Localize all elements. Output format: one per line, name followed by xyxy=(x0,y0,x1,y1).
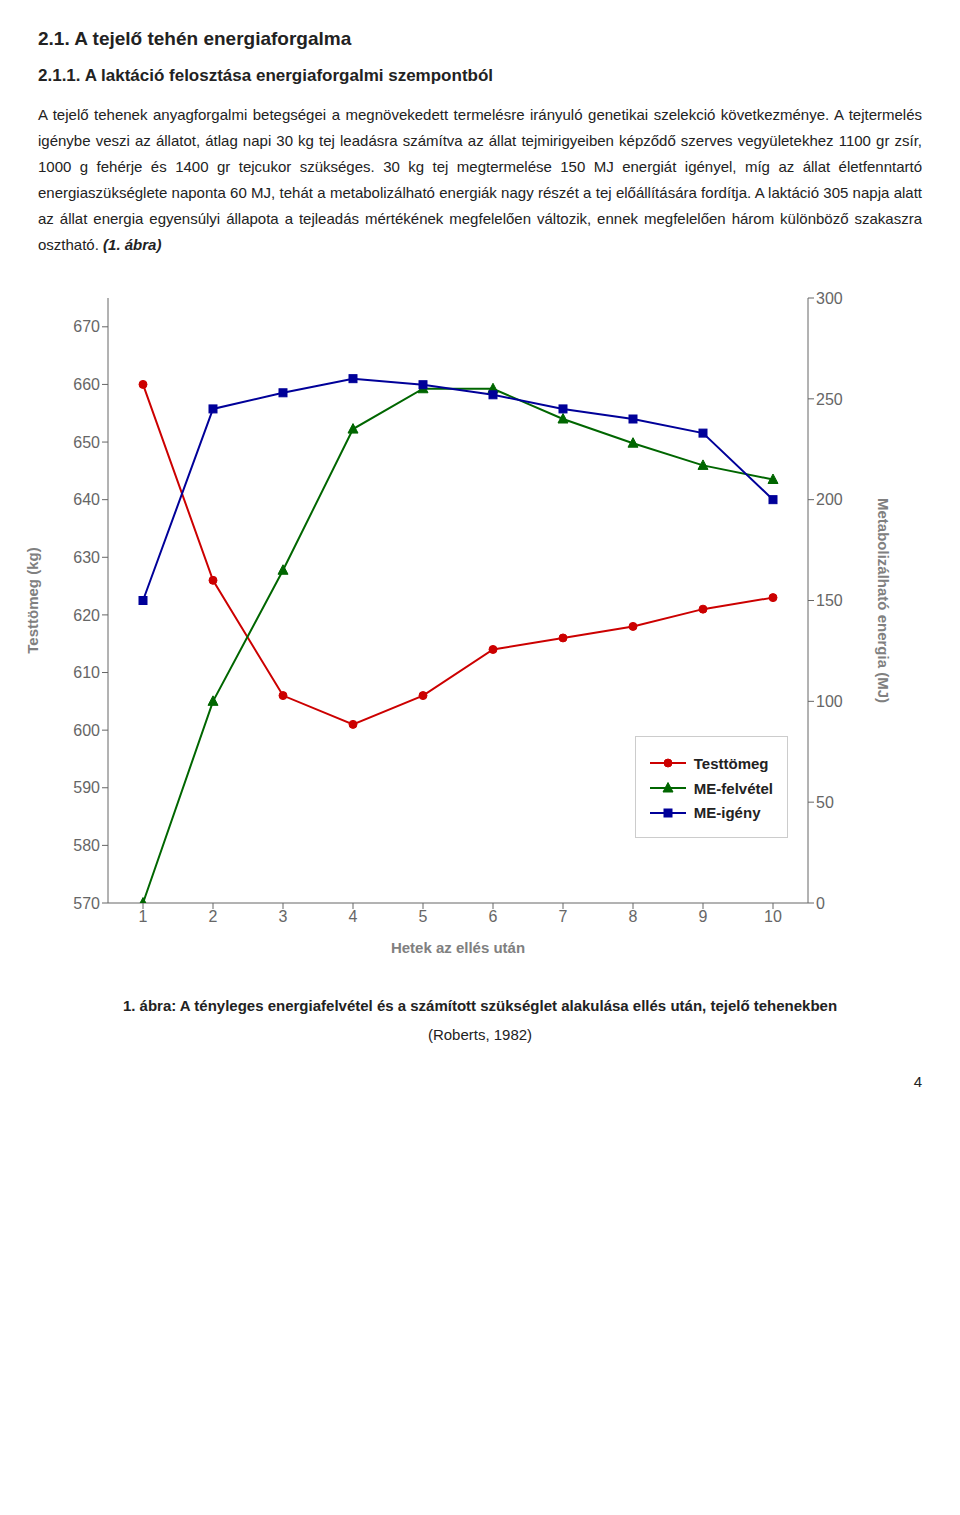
html-text:1. ábra: A tényleges energiafe: 1. ábra: A tényleges energiafelvétel és … xyxy=(122,997,838,1014)
svg-text:630: 630 xyxy=(73,549,100,566)
svg-text:580: 580 xyxy=(73,837,100,854)
html-text:4: 4 xyxy=(913,1073,922,1090)
html-text:ME-igény: ME-igény xyxy=(693,804,761,821)
svg-text:300: 300 xyxy=(816,290,843,307)
html-text:(Roberts, 1982): (Roberts, 1982) xyxy=(427,1026,533,1043)
svg-text:100: 100 xyxy=(816,693,843,710)
svg-text:3: 3 xyxy=(279,908,288,925)
svg-text:10: 10 xyxy=(764,908,782,925)
svg-text:150: 150 xyxy=(816,592,843,609)
svg-text:6: 6 xyxy=(489,908,498,925)
svg-text:570: 570 xyxy=(73,895,100,912)
svg-text:200: 200 xyxy=(816,491,843,508)
svg-text:600: 600 xyxy=(73,722,100,739)
html-text:ME-felvétel: ME-felvétel xyxy=(693,779,773,797)
svg-text:5: 5 xyxy=(419,908,428,925)
html-text:Testtömeg: Testtömeg xyxy=(693,754,769,772)
svg-text:660: 660 xyxy=(73,376,100,393)
svg-text:670: 670 xyxy=(73,318,100,335)
svg-text:1: 1 xyxy=(139,908,148,925)
svg-text:8: 8 xyxy=(629,908,638,925)
svg-text:0: 0 xyxy=(816,895,825,912)
svg-text:2: 2 xyxy=(209,908,218,925)
svg-text:9: 9 xyxy=(699,908,708,925)
html-text:2.1. A tejelő tehén energiafor: 2.1. A tejelő tehén energiaforgalma xyxy=(38,28,352,49)
html-text:A tejelő tehenek anyagforgalmi: A tejelő tehenek anyagforgalmi betegsége… xyxy=(38,106,922,253)
svg-text:250: 250 xyxy=(816,391,843,408)
svg-text:610: 610 xyxy=(73,664,100,681)
svg-text:590: 590 xyxy=(73,779,100,796)
svg-text:4: 4 xyxy=(349,908,358,925)
svg-text:Hetek az ellés után: Hetek az ellés után xyxy=(391,939,525,956)
svg-text:50: 50 xyxy=(816,794,834,811)
svg-text:Metabolizálható energia (MJ): Metabolizálható energia (MJ) xyxy=(875,498,892,703)
svg-text:640: 640 xyxy=(73,491,100,508)
svg-text:650: 650 xyxy=(73,434,100,451)
svg-text:620: 620 xyxy=(73,607,100,624)
svg-text:7: 7 xyxy=(559,908,568,925)
html-text:2.1.1. A laktáció felosztása e: 2.1.1. A laktáció felosztása energiaforg… xyxy=(38,66,493,85)
svg-text:Testtömeg (kg): Testtömeg (kg) xyxy=(24,547,41,653)
